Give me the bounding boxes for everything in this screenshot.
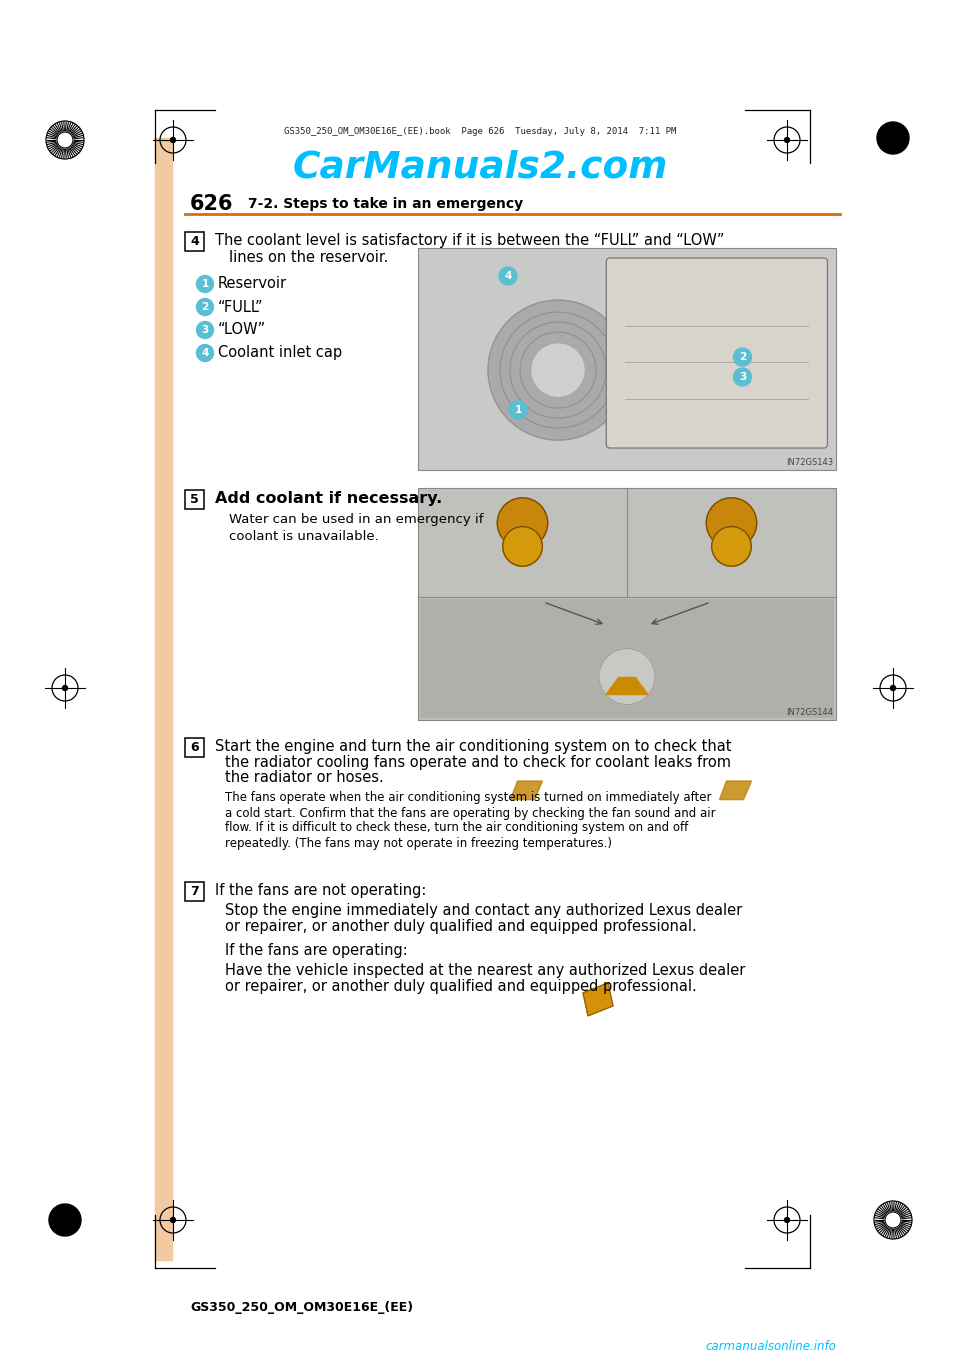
Text: lines on the reservoir.: lines on the reservoir.	[229, 250, 389, 266]
Polygon shape	[719, 781, 752, 800]
Circle shape	[733, 348, 752, 367]
FancyBboxPatch shape	[607, 258, 828, 448]
Text: or repairer, or another duly qualified and equipped professional.: or repairer, or another duly qualified a…	[225, 979, 697, 994]
Text: 2: 2	[202, 301, 208, 312]
Text: The fans operate when the air conditioning system is turned on immediately after: The fans operate when the air conditioni…	[225, 792, 711, 804]
Text: Water can be used in an emergency if: Water can be used in an emergency if	[229, 513, 484, 527]
Text: or repairer, or another duly qualified and equipped professional.: or repairer, or another duly qualified a…	[225, 918, 697, 933]
Text: CarManuals2.com: CarManuals2.com	[292, 149, 668, 186]
Text: Reservoir: Reservoir	[218, 277, 287, 292]
Text: 1: 1	[515, 405, 521, 416]
Circle shape	[197, 276, 213, 292]
Circle shape	[57, 132, 73, 148]
Text: 7-2. Steps to take in an emergency: 7-2. Steps to take in an emergency	[248, 197, 523, 210]
Bar	[185, 232, 204, 251]
Circle shape	[509, 401, 527, 420]
Bar	[155, 139, 172, 1260]
Text: GS350_250_OM_OM30E16E_(EE).book  Page 626  Tuesday, July 8, 2014  7:11 PM: GS350_250_OM_OM30E16E_(EE).book Page 626…	[284, 126, 676, 136]
Circle shape	[711, 527, 752, 566]
Bar	[420, 599, 834, 718]
Circle shape	[499, 268, 517, 285]
Circle shape	[891, 686, 896, 690]
Text: IN72GS143: IN72GS143	[786, 458, 833, 467]
Text: If the fans are operating:: If the fans are operating:	[225, 942, 408, 957]
Bar	[185, 881, 204, 900]
Circle shape	[532, 344, 584, 397]
Text: flow. If it is difficult to check these, turn the air conditioning system on and: flow. If it is difficult to check these,…	[225, 822, 688, 835]
Circle shape	[497, 498, 548, 549]
Text: 5: 5	[190, 493, 199, 507]
Text: coolant is unavailable.: coolant is unavailable.	[229, 531, 379, 543]
Circle shape	[877, 122, 909, 153]
Text: Stop the engine immediately and contact any authorized Lexus dealer: Stop the engine immediately and contact …	[225, 903, 742, 918]
Text: 4: 4	[202, 348, 208, 359]
Text: 3: 3	[202, 325, 208, 335]
Text: Have the vehicle inspected at the nearest any authorized Lexus dealer: Have the vehicle inspected at the neares…	[225, 963, 745, 978]
Circle shape	[49, 1205, 81, 1236]
Text: Coolant inlet cap: Coolant inlet cap	[218, 345, 342, 360]
Polygon shape	[583, 983, 613, 1016]
Text: 3: 3	[739, 372, 746, 382]
Circle shape	[503, 527, 542, 566]
Text: GS350_250_OM_OM30E16E_(EE): GS350_250_OM_OM30E16E_(EE)	[190, 1301, 413, 1315]
Text: 1: 1	[202, 278, 208, 289]
Text: 4: 4	[504, 272, 512, 281]
Circle shape	[707, 498, 756, 549]
Text: repeatedly. (The fans may not operate in freezing temperatures.): repeatedly. (The fans may not operate in…	[225, 837, 612, 850]
Polygon shape	[606, 678, 648, 694]
Text: If the fans are not operating:: If the fans are not operating:	[215, 884, 426, 899]
Bar	[418, 488, 836, 720]
Text: the radiator cooling fans operate and to check for coolant leaks from: the radiator cooling fans operate and to…	[225, 755, 731, 770]
Text: 4: 4	[190, 235, 199, 249]
Circle shape	[62, 686, 67, 690]
Text: The coolant level is satisfactory if it is between the “FULL” and “LOW”: The coolant level is satisfactory if it …	[215, 234, 725, 249]
Text: 2: 2	[739, 352, 746, 363]
Text: “LOW”: “LOW”	[218, 322, 266, 338]
Bar	[185, 490, 204, 509]
Circle shape	[197, 345, 213, 361]
Text: 7: 7	[190, 885, 199, 898]
Circle shape	[488, 300, 628, 440]
Text: 6: 6	[190, 741, 199, 754]
Circle shape	[599, 649, 655, 705]
Circle shape	[197, 322, 213, 338]
Text: a cold start. Confirm that the fans are operating by checking the fan sound and : a cold start. Confirm that the fans are …	[225, 807, 715, 819]
Text: “FULL”: “FULL”	[218, 300, 264, 315]
Circle shape	[171, 137, 176, 143]
Circle shape	[784, 137, 789, 143]
Text: IN72GS144: IN72GS144	[786, 708, 833, 717]
Polygon shape	[511, 781, 542, 800]
Text: the radiator or hoses.: the radiator or hoses.	[225, 770, 384, 785]
Circle shape	[171, 1218, 176, 1222]
Circle shape	[784, 1218, 789, 1222]
Bar	[185, 737, 204, 756]
Bar	[418, 249, 836, 470]
Text: carmanualsonline.info: carmanualsonline.info	[706, 1339, 836, 1353]
Circle shape	[197, 299, 213, 315]
Text: Add coolant if necessary.: Add coolant if necessary.	[215, 492, 443, 507]
Circle shape	[885, 1213, 901, 1228]
Circle shape	[733, 368, 752, 386]
Text: 626: 626	[190, 194, 233, 215]
Text: Start the engine and turn the air conditioning system on to check that: Start the engine and turn the air condit…	[215, 740, 732, 755]
